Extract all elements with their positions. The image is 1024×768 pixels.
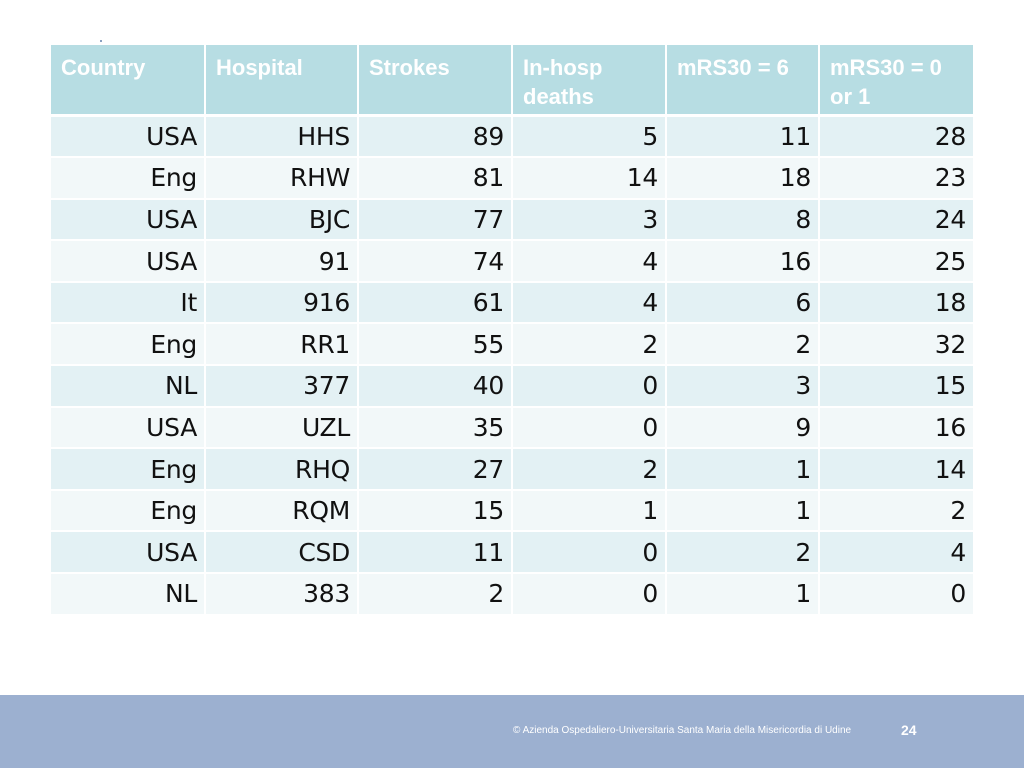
- decorative-dot: [100, 40, 102, 42]
- header-strokes: Strokes: [358, 45, 513, 117]
- cell-country: Eng: [51, 448, 206, 491]
- cell-strokes: 2: [358, 573, 513, 616]
- header-country: Country: [51, 45, 206, 117]
- cell-country: NL: [51, 573, 206, 616]
- cell-mrs30-6: 9: [666, 406, 820, 450]
- page-number: 24: [901, 722, 917, 738]
- cell-strokes: 15: [358, 489, 513, 533]
- cell-mrs30-0-or-1: 4: [819, 531, 973, 575]
- cell-mrs30-0-or-1: 18: [819, 281, 973, 325]
- cell-hospital: 91: [205, 240, 359, 283]
- cell-strokes: 61: [358, 281, 513, 325]
- cell-country: Eng: [51, 323, 206, 367]
- cell-country: USA: [51, 198, 206, 242]
- cell-in-hosp-deaths: 4: [512, 281, 667, 325]
- cell-mrs30-0-or-1: 24: [819, 198, 973, 242]
- cell-strokes: 77: [358, 198, 513, 242]
- cell-strokes: 11: [358, 531, 513, 575]
- header-in-hosp-deaths: In-hosp deaths: [512, 45, 667, 117]
- cell-country: NL: [51, 365, 206, 408]
- cell-strokes: 81: [358, 157, 513, 200]
- cell-mrs30-0-or-1: 0: [819, 573, 973, 616]
- cell-in-hosp-deaths: 14: [512, 157, 667, 200]
- cell-strokes: 35: [358, 406, 513, 450]
- table-row: NL 383 2 0 1 0: [51, 573, 973, 616]
- cell-hospital: HHS: [205, 115, 359, 159]
- table-row: USA BJC 77 3 8 24: [51, 198, 973, 242]
- cell-in-hosp-deaths: 0: [512, 406, 667, 450]
- cell-in-hosp-deaths: 5: [512, 115, 667, 159]
- cell-country: USA: [51, 240, 206, 283]
- cell-mrs30-0-or-1: 15: [819, 365, 973, 408]
- cell-mrs30-6: 3: [666, 365, 820, 408]
- stroke-outcomes-table: Country Hospital Strokes In-hosp deaths …: [51, 45, 973, 616]
- cell-mrs30-0-or-1: 2: [819, 489, 973, 533]
- cell-hospital: UZL: [205, 406, 359, 450]
- cell-in-hosp-deaths: 0: [512, 531, 667, 575]
- header-hospital: Hospital: [205, 45, 359, 117]
- header-mrs30-0-or-1: mRS30 = 0 or 1: [819, 45, 973, 117]
- table-row: USA CSD 11 0 2 4: [51, 531, 973, 575]
- cell-mrs30-6: 1: [666, 448, 820, 491]
- cell-country: It: [51, 281, 206, 325]
- cell-mrs30-6: 2: [666, 323, 820, 367]
- cell-mrs30-6: 1: [666, 489, 820, 533]
- cell-mrs30-6: 11: [666, 115, 820, 159]
- cell-hospital: RHW: [205, 157, 359, 200]
- cell-mrs30-6: 2: [666, 531, 820, 575]
- table-row: Eng RQM 15 1 1 2: [51, 489, 973, 533]
- cell-mrs30-6: 8: [666, 198, 820, 242]
- cell-in-hosp-deaths: 1: [512, 489, 667, 533]
- table-row: USA UZL 35 0 9 16: [51, 406, 973, 450]
- cell-hospital: CSD: [205, 531, 359, 575]
- footer-band: [0, 695, 1024, 768]
- cell-mrs30-0-or-1: 25: [819, 240, 973, 283]
- table-header-row: Country Hospital Strokes In-hosp deaths …: [51, 45, 973, 117]
- cell-strokes: 27: [358, 448, 513, 491]
- table-row: It 916 61 4 6 18: [51, 281, 973, 325]
- cell-in-hosp-deaths: 0: [512, 573, 667, 616]
- cell-in-hosp-deaths: 2: [512, 323, 667, 367]
- cell-country: USA: [51, 531, 206, 575]
- cell-mrs30-0-or-1: 23: [819, 157, 973, 200]
- cell-mrs30-0-or-1: 16: [819, 406, 973, 450]
- table-body: USA HHS 89 5 11 28 Eng RHW 81 14 18 23 USA BJC 77 3 8 24 U…: [51, 115, 973, 616]
- table-row: USA HHS 89 5 11 28: [51, 115, 973, 159]
- cell-hospital: 916: [205, 281, 359, 325]
- cell-in-hosp-deaths: 4: [512, 240, 667, 283]
- cell-mrs30-6: 16: [666, 240, 820, 283]
- cell-strokes: 55: [358, 323, 513, 367]
- cell-hospital: BJC: [205, 198, 359, 242]
- cell-in-hosp-deaths: 3: [512, 198, 667, 242]
- cell-country: Eng: [51, 489, 206, 533]
- cell-hospital: RHQ: [205, 448, 359, 491]
- cell-strokes: 89: [358, 115, 513, 159]
- cell-hospital: 377: [205, 365, 359, 408]
- cell-country: Eng: [51, 157, 206, 200]
- cell-strokes: 74: [358, 240, 513, 283]
- cell-hospital: 383: [205, 573, 359, 616]
- footer-copyright: © Azienda Ospedaliero-Universitaria Sant…: [513, 725, 852, 736]
- cell-mrs30-0-or-1: 28: [819, 115, 973, 159]
- cell-mrs30-6: 1: [666, 573, 820, 616]
- cell-mrs30-0-or-1: 32: [819, 323, 973, 367]
- cell-mrs30-6: 18: [666, 157, 820, 200]
- cell-hospital: RQM: [205, 489, 359, 533]
- cell-in-hosp-deaths: 2: [512, 448, 667, 491]
- table-row: Eng RHQ 27 2 1 14: [51, 448, 973, 491]
- table-row: USA 91 74 4 16 25: [51, 240, 973, 283]
- cell-country: USA: [51, 406, 206, 450]
- cell-mrs30-0-or-1: 14: [819, 448, 973, 491]
- cell-in-hosp-deaths: 0: [512, 365, 667, 408]
- cell-hospital: RR1: [205, 323, 359, 367]
- cell-strokes: 40: [358, 365, 513, 408]
- table-row: Eng RHW 81 14 18 23: [51, 157, 973, 200]
- header-mrs30-6: mRS30 = 6: [666, 45, 820, 117]
- table-row: NL 377 40 0 3 15: [51, 365, 973, 408]
- table-row: Eng RR1 55 2 2 32: [51, 323, 973, 367]
- cell-mrs30-6: 6: [666, 281, 820, 325]
- cell-country: USA: [51, 115, 206, 159]
